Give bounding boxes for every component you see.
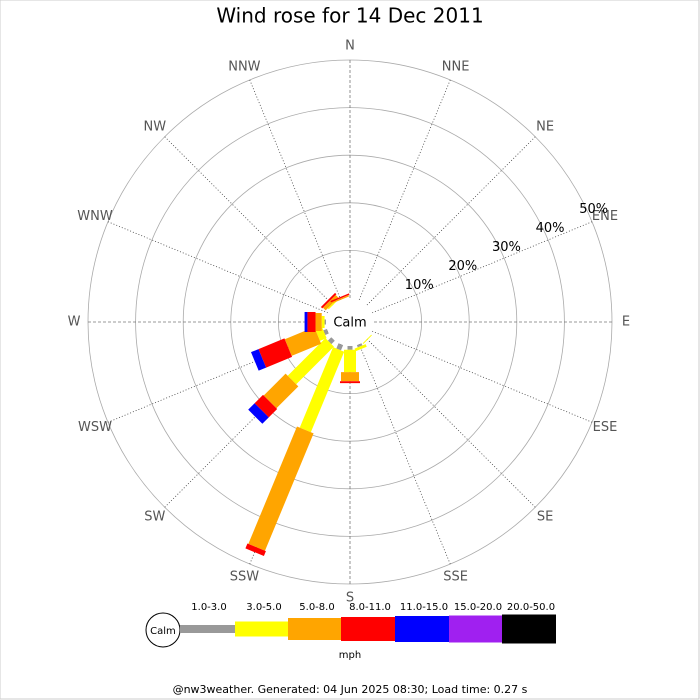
spoke <box>164 136 334 306</box>
bar-segment <box>344 349 356 373</box>
direction-label: WNW <box>77 209 113 224</box>
bar-segment <box>248 426 314 551</box>
bar-segment <box>354 344 367 352</box>
legend-swatch <box>449 615 502 643</box>
direction-label: S <box>346 591 354 606</box>
bar-segment <box>330 293 350 303</box>
r-tick-label: 10% <box>405 278 434 293</box>
direction-label: SSW <box>230 569 260 584</box>
bar-segment <box>327 337 335 345</box>
bar-segment <box>299 347 345 433</box>
direction-label: SE <box>537 510 553 525</box>
direction-label: ENE <box>592 209 618 224</box>
direction-label: NNW <box>228 60 260 75</box>
direction-label: N <box>345 39 355 54</box>
bar-segment <box>307 312 316 332</box>
spoke <box>358 344 451 565</box>
bar-segment <box>320 292 337 309</box>
spoke <box>366 136 536 306</box>
direction-label: WSW <box>78 420 112 435</box>
bar-segment <box>245 543 266 557</box>
legend-swatch <box>235 621 288 637</box>
r-tick-label: 50% <box>579 202 608 217</box>
bar-segment <box>287 338 334 385</box>
legend-swatch <box>288 618 341 640</box>
legend-label: 1.0-3.0 <box>191 602 226 613</box>
legend-label: 3.0-5.0 <box>246 602 281 613</box>
bar-segment <box>248 403 269 424</box>
legend-label: 5.0-8.0 <box>299 602 334 613</box>
footer: @nw3weather. Generated: 04 Jun 2025 08:3… <box>173 683 528 696</box>
center: Calm <box>327 299 373 345</box>
bar-segment <box>356 343 363 348</box>
spoke <box>249 79 342 300</box>
spoke <box>372 221 593 314</box>
calm-circle <box>327 299 373 345</box>
bar-segment <box>347 346 353 350</box>
bar-segment <box>323 328 329 335</box>
direction-label: NW <box>144 119 167 134</box>
bar-segment <box>254 394 278 418</box>
bar-segment <box>336 343 344 351</box>
bar-segment <box>315 313 322 331</box>
bar-segment <box>263 373 299 409</box>
legend-swatch <box>341 617 395 641</box>
calm-label: Calm <box>333 316 366 331</box>
direction-label: ESE <box>593 420 618 435</box>
direction-label: W <box>68 315 81 330</box>
bar-segment <box>322 294 339 311</box>
legend: Calm mph 1.0-3.0 3.0-5.0 5.0-8.0 8.0-11.0 11… <box>145 602 556 661</box>
direction-label: SSE <box>443 569 468 584</box>
r-tick-label: 40% <box>536 221 565 236</box>
bar-segment <box>341 372 359 382</box>
bar-segment <box>340 381 360 384</box>
bar-segment <box>284 327 322 356</box>
legend-calm-label: Calm <box>150 626 176 637</box>
chart-title: Wind rose for 14 Dec 2011 <box>216 4 483 28</box>
bar-segment <box>250 349 267 371</box>
legend-label: 20.0-50.0 <box>507 602 555 613</box>
bar-segment <box>362 334 372 344</box>
bar-segment <box>321 316 325 328</box>
bar-segment <box>304 312 308 332</box>
direction-label: SW <box>144 510 165 525</box>
spoke <box>372 330 593 423</box>
r-tick-label: 20% <box>448 259 477 274</box>
spoke <box>358 79 451 300</box>
grid: N NNE NE ENE E ESE SE SSE S SSW SW WSW W WNW NW NNW 10% 2… <box>68 39 631 606</box>
legend-label: 8.0-11.0 <box>349 602 391 613</box>
legend-swatch <box>395 616 449 642</box>
legend-swatch <box>502 614 556 644</box>
bar-segment <box>324 319 326 325</box>
legend-unit: mph <box>339 650 361 661</box>
spoke <box>366 338 536 508</box>
direction-label: NNE <box>442 60 470 75</box>
legend-swatch <box>180 625 235 633</box>
bars <box>245 292 376 557</box>
bar-segment <box>331 295 350 304</box>
bar-segment <box>258 338 293 368</box>
r-tick-label: 30% <box>492 240 521 255</box>
legend-label: 11.0-15.0 <box>400 602 448 613</box>
spoke <box>107 221 328 314</box>
direction-label: NE <box>536 119 554 134</box>
legend-label: 15.0-20.0 <box>454 602 502 613</box>
direction-label: E <box>622 315 630 330</box>
